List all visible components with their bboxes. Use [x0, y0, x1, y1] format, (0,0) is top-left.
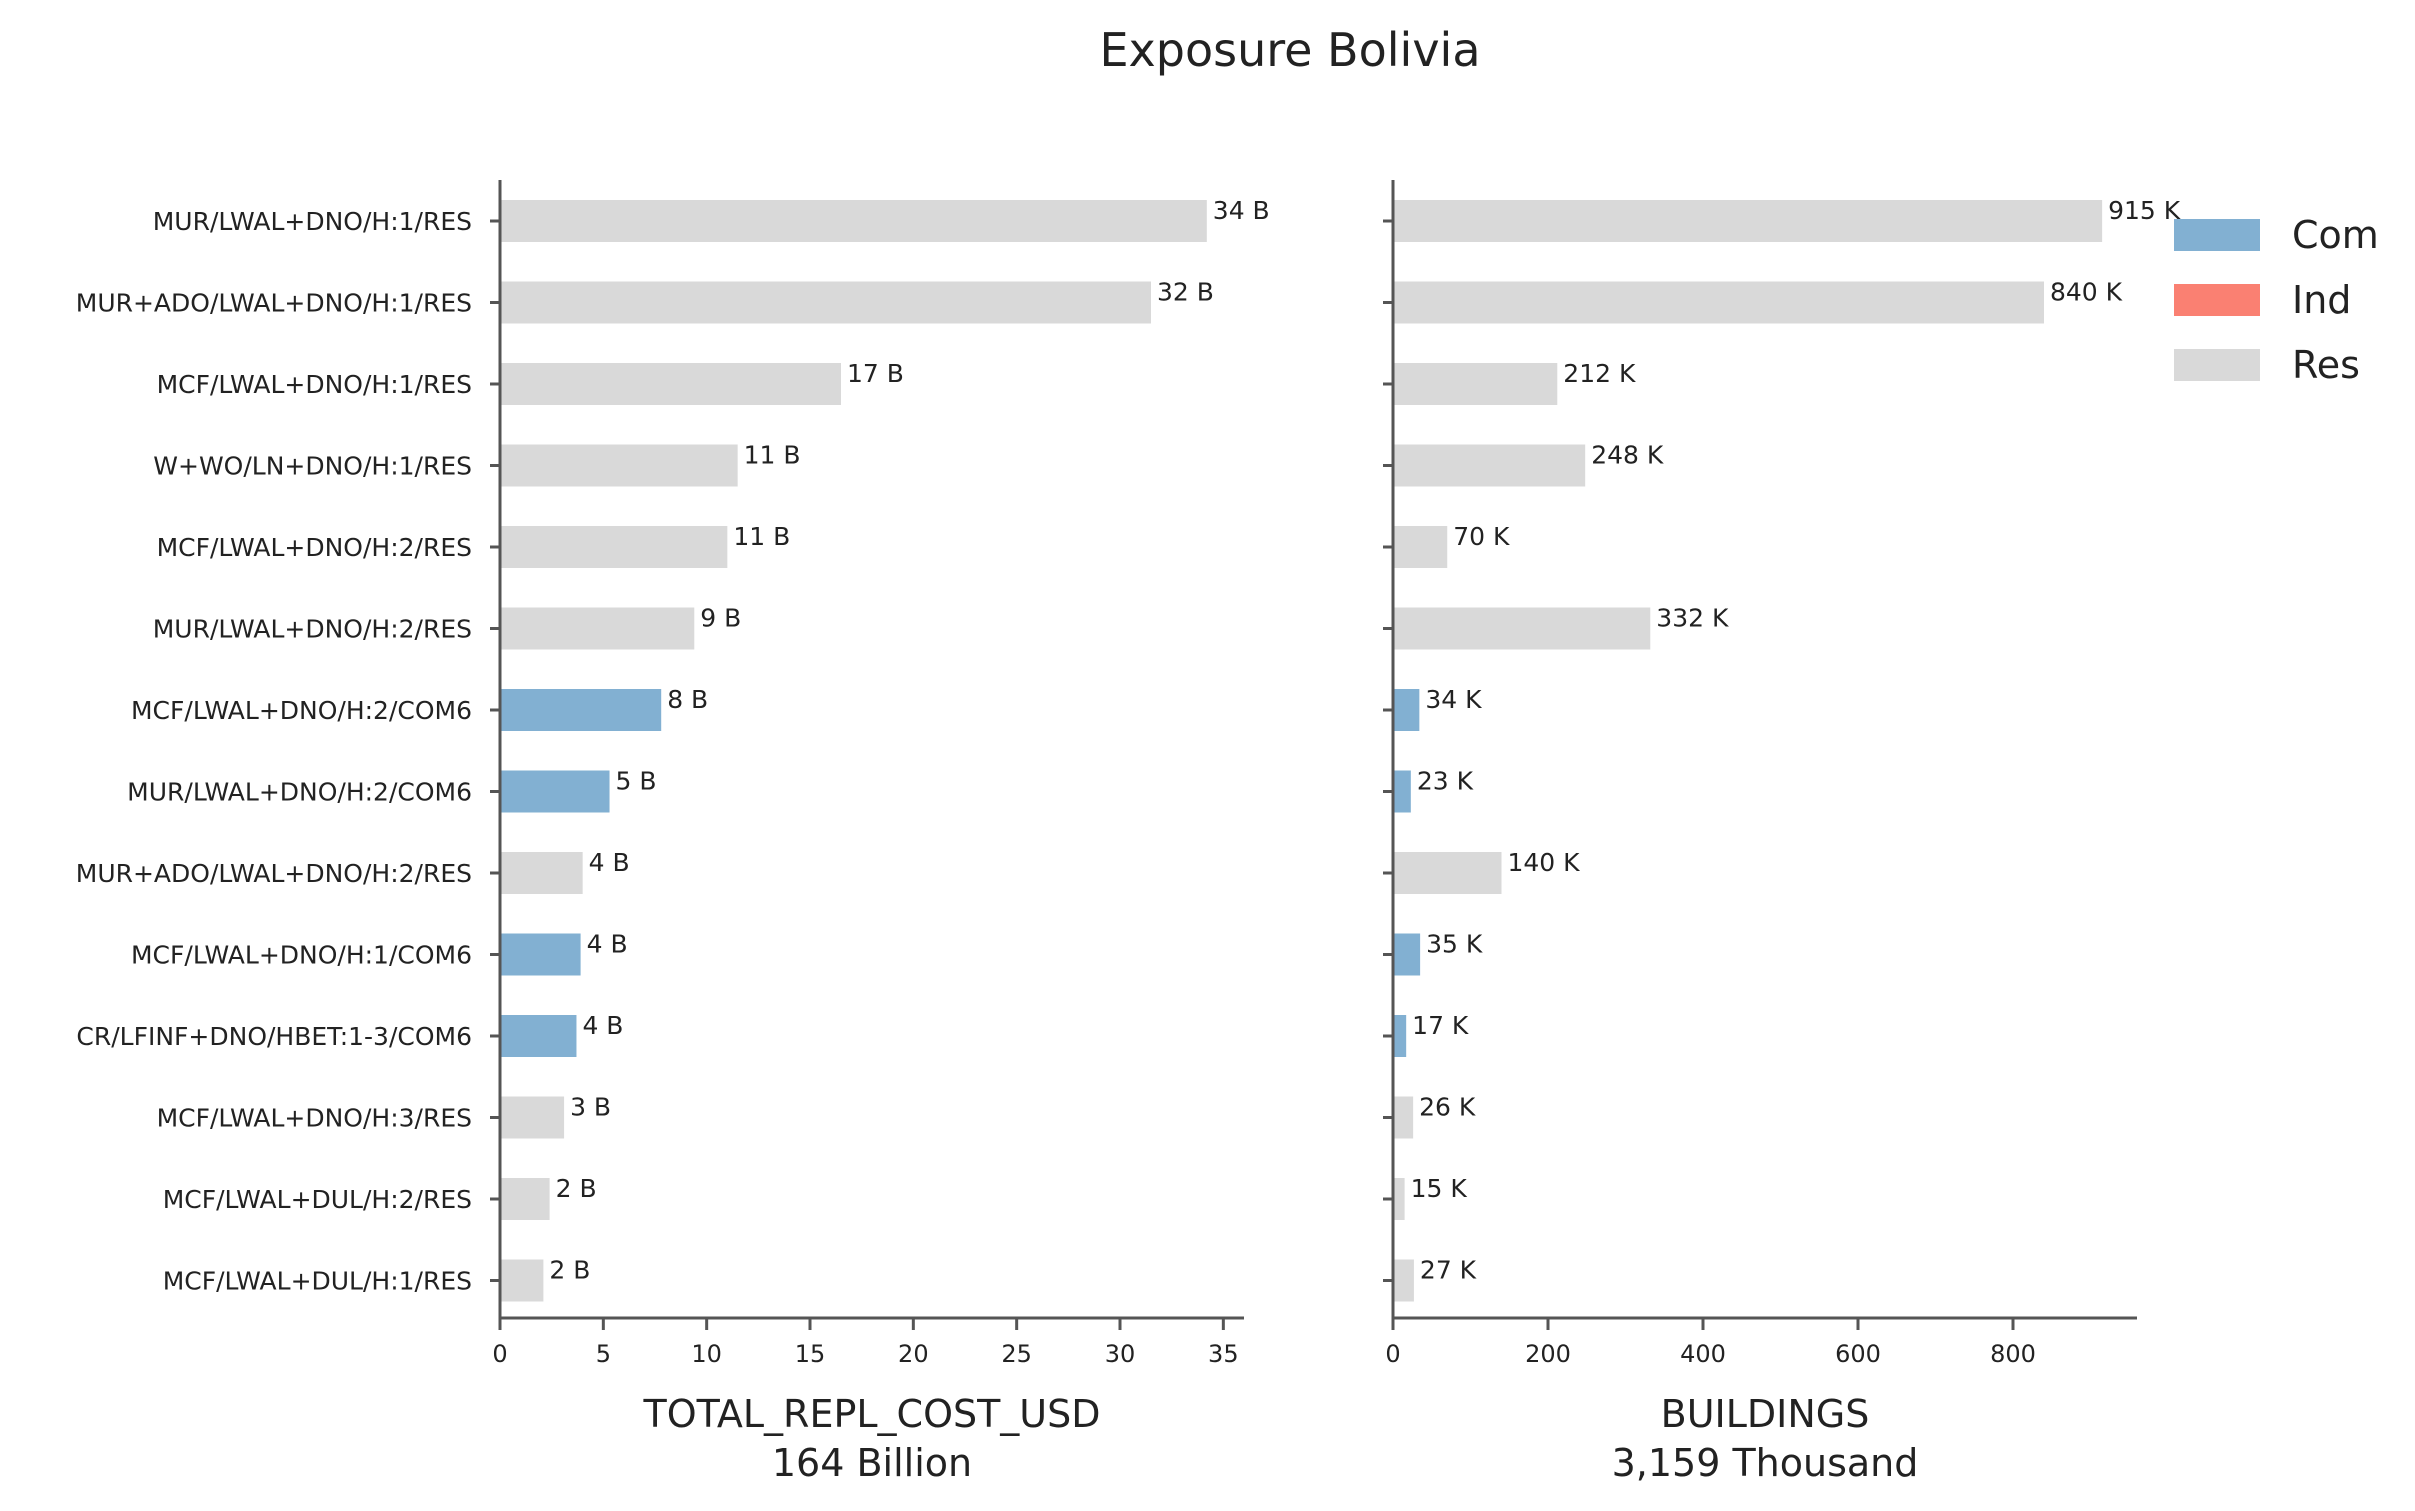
- bar: [1393, 281, 2044, 324]
- value-label: 9 B: [700, 604, 741, 633]
- x-axis-subtitle: 164 Billion: [772, 1441, 972, 1485]
- bar: [500, 363, 841, 405]
- category-label: MUR+ADO/LWAL+DNO/H:1/RES: [76, 289, 472, 318]
- category-label: MUR/LWAL+DNO/H:2/COM6: [127, 778, 472, 807]
- legend-label: Res: [2292, 343, 2360, 387]
- category-label: MCF/LWAL+DNO/H:2/COM6: [131, 696, 472, 725]
- bar: [1393, 526, 1448, 568]
- x-tick-label: 15: [795, 1340, 826, 1368]
- x-tick-label: 200: [1525, 1340, 1571, 1368]
- value-label: 11 B: [733, 522, 790, 551]
- legend-label: Com: [2292, 213, 2379, 257]
- bar: [1393, 852, 1502, 894]
- value-label: 27 K: [1420, 1256, 1477, 1285]
- value-label: 15 K: [1411, 1174, 1468, 1203]
- value-label: 2 B: [549, 1256, 590, 1285]
- value-label: 34 B: [1213, 196, 1270, 225]
- x-tick-label: 800: [1990, 1340, 2036, 1368]
- bar: [500, 1096, 565, 1139]
- bar: [1393, 770, 1411, 813]
- x-tick-label: 0: [492, 1340, 507, 1368]
- bar: [500, 200, 1207, 242]
- value-label: 34 K: [1425, 685, 1482, 714]
- x-axis-subtitle: 3,159 Thousand: [1612, 1441, 1919, 1485]
- value-label: 35 K: [1426, 930, 1483, 959]
- bar: [500, 526, 728, 568]
- value-label: 26 K: [1419, 1093, 1476, 1122]
- bar: [1393, 1096, 1414, 1139]
- bar: [500, 444, 738, 487]
- panels: 34 B MUR/LWAL+DNO/H:1/RES 32 B MUR+ADO/LWAL…: [76, 180, 2181, 1485]
- value-label: 32 B: [1157, 278, 1214, 307]
- x-tick-label: 600: [1835, 1340, 1881, 1368]
- bar: [500, 933, 581, 976]
- x-tick-label: 10: [691, 1340, 722, 1368]
- category-label: MCF/LWAL+DUL/H:1/RES: [163, 1267, 472, 1296]
- x-tick-label: 400: [1680, 1340, 1726, 1368]
- value-label: 4 B: [582, 1011, 623, 1040]
- x-tick-label: 0: [1385, 1340, 1400, 1368]
- category-label: MCF/LWAL+DNO/H:3/RES: [157, 1104, 472, 1133]
- x-axis-title: TOTAL_REPL_COST_USD: [642, 1392, 1100, 1436]
- value-label: 4 B: [589, 848, 630, 877]
- value-label: 4 B: [587, 930, 628, 959]
- bar: [500, 852, 583, 894]
- value-label: 332 K: [1656, 604, 1729, 633]
- bar: [1393, 363, 1558, 405]
- category-label: MCF/LWAL+DNO/H:1/RES: [157, 370, 472, 399]
- value-label: 70 K: [1453, 522, 1510, 551]
- value-label: 915 K: [2108, 196, 2181, 225]
- value-label: 212 K: [1563, 359, 1636, 388]
- x-tick-label: 30: [1105, 1340, 1136, 1368]
- bar: [500, 607, 695, 650]
- category-label: MUR+ADO/LWAL+DNO/H:2/RES: [76, 859, 472, 888]
- bar: [1393, 607, 1651, 650]
- bar: [1393, 200, 2103, 242]
- value-label: 17 K: [1412, 1011, 1469, 1040]
- bar: [1393, 689, 1420, 731]
- bar: [1393, 933, 1421, 976]
- value-label: 8 B: [667, 685, 708, 714]
- category-label: MCF/LWAL+DNO/H:2/RES: [157, 533, 472, 562]
- x-tick-label: 25: [1001, 1340, 1032, 1368]
- value-label: 11 B: [744, 441, 801, 470]
- bar: [500, 689, 662, 731]
- category-label: MUR/LWAL+DNO/H:2/RES: [153, 615, 472, 644]
- value-label: 5 B: [616, 767, 657, 796]
- x-tick-label: 5: [596, 1340, 611, 1368]
- category-label: MCF/LWAL+DNO/H:1/COM6: [131, 941, 472, 970]
- value-label: 23 K: [1417, 767, 1474, 796]
- bar: [500, 281, 1151, 324]
- x-axis-title: BUILDINGS: [1661, 1392, 1870, 1436]
- legend-swatch: [2174, 349, 2260, 381]
- legend-swatch: [2174, 284, 2260, 316]
- bar: [500, 770, 610, 813]
- legend-swatch: [2174, 219, 2260, 251]
- bar: [500, 1259, 544, 1302]
- category-label: CR/LFINF+DNO/HBET:1-3/COM6: [76, 1022, 472, 1051]
- value-label: 2 B: [556, 1174, 597, 1203]
- category-label: W+WO/LN+DNO/H:1/RES: [153, 452, 472, 481]
- bar: [500, 1015, 577, 1057]
- value-label: 840 K: [2050, 278, 2123, 307]
- x-tick-label: 35: [1208, 1340, 1239, 1368]
- category-label: MUR/LWAL+DNO/H:1/RES: [153, 207, 472, 236]
- legend-label: Ind: [2292, 278, 2351, 322]
- value-label: 17 B: [847, 359, 904, 388]
- bar: [500, 1178, 550, 1220]
- panel-1: 34 B MUR/LWAL+DNO/H:1/RES 32 B MUR+ADO/LWAL…: [76, 180, 1270, 1485]
- bar: [1393, 1259, 1414, 1302]
- bar: [1393, 1178, 1405, 1220]
- chart-title: Exposure Bolivia: [1099, 23, 1480, 77]
- category-label: MCF/LWAL+DUL/H:2/RES: [163, 1185, 472, 1214]
- bar: [1393, 1015, 1407, 1057]
- value-label: 3 B: [570, 1093, 611, 1122]
- legend: Com Ind Res: [2174, 213, 2379, 387]
- value-label: 248 K: [1591, 441, 1664, 470]
- x-tick-label: 20: [898, 1340, 929, 1368]
- bar: [1393, 444, 1586, 487]
- value-label: 140 K: [1508, 848, 1581, 877]
- panel-2: 915 K 840 K 212 K 248 K 70 K 332 K 34 K 23 K 140…: [1383, 180, 2181, 1485]
